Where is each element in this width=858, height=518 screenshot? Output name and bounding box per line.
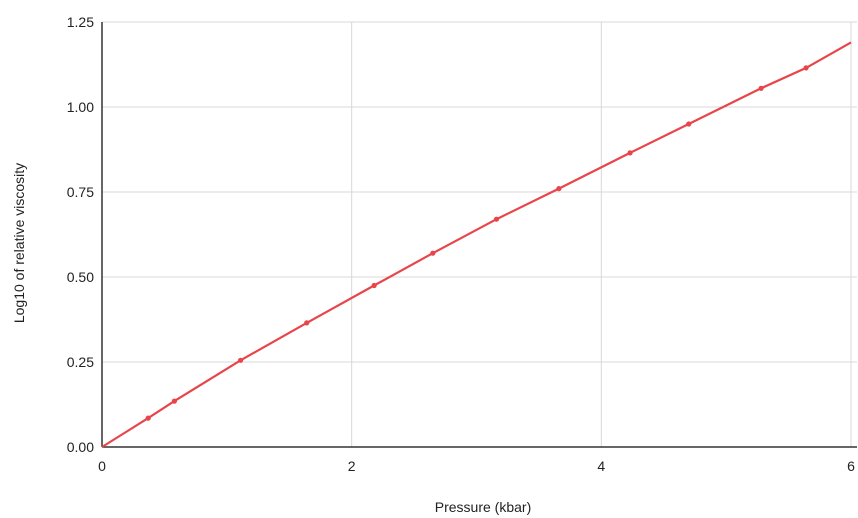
y-tick-label: 1.25: [67, 14, 94, 30]
data-point: [556, 186, 562, 192]
tick-labels: 0.00 0.25 0.50 0.75 1.00 1.25 0 2 4 6: [67, 14, 855, 474]
data-point: [371, 282, 377, 289]
data-point: [758, 85, 764, 91]
y-tick-label: 0.75: [67, 184, 94, 200]
series-line: [101, 41, 852, 448]
x-tick-label: 6: [847, 458, 855, 474]
y-axis-title: Log10 of relative viscosity: [11, 163, 27, 323]
series-layer: [101, 41, 852, 448]
y-tick-label: 0.25: [67, 354, 94, 370]
data-point: [171, 398, 178, 404]
x-tick-label: 0: [98, 458, 106, 474]
data-point: [145, 415, 151, 421]
y-tick-label: 0.00: [67, 439, 94, 455]
x-tick-label: 4: [597, 458, 605, 474]
data-point: [493, 216, 500, 222]
axes: [101, 22, 857, 448]
data-point: [237, 357, 244, 363]
x-tick-label: 2: [348, 458, 356, 474]
data-point: [803, 65, 809, 71]
grid: [101, 21, 857, 448]
data-point: [686, 121, 692, 127]
data-point: [304, 320, 310, 326]
y-tick-label: 1.00: [67, 99, 94, 115]
x-axis-title: Pressure (kbar): [435, 499, 531, 515]
data-point: [430, 250, 436, 256]
data-point: [627, 150, 633, 156]
y-tick-label: 0.50: [67, 269, 94, 285]
